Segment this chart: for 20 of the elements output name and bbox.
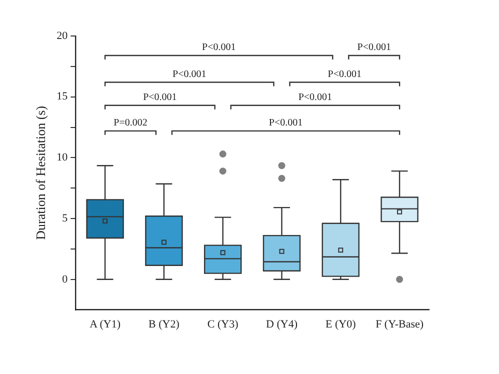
x-tick-label: A (Y1): [90, 318, 121, 330]
x-tick-label: D (Y4): [266, 318, 298, 330]
annotation: P<0.001: [328, 68, 362, 80]
x-tick-label: C (Y3): [207, 318, 239, 330]
annotation: P<0.001: [357, 42, 391, 54]
annotation: P<0.001: [298, 92, 332, 103]
annotation: P<0.001: [268, 118, 303, 129]
x-tick-label: B (Y2): [148, 318, 180, 330]
y-tick-label: 10: [56, 152, 68, 164]
y-tick-label: 15: [56, 90, 68, 103]
annotation: P<0.001: [143, 92, 177, 103]
annotation: P<0.001: [172, 68, 206, 80]
y-tick-label: 20: [56, 30, 68, 42]
y-tick-label: 5: [62, 212, 68, 224]
y-axis-title: Duration of Hesitation (s): [33, 106, 48, 240]
y-tick-label: 0: [62, 273, 68, 286]
annotation: P<0.001: [202, 42, 236, 54]
x-tick-label: E (Y0): [326, 318, 356, 330]
annotation: P=0.002: [114, 118, 148, 129]
x-tick-label: F (Y-Base): [376, 318, 424, 330]
